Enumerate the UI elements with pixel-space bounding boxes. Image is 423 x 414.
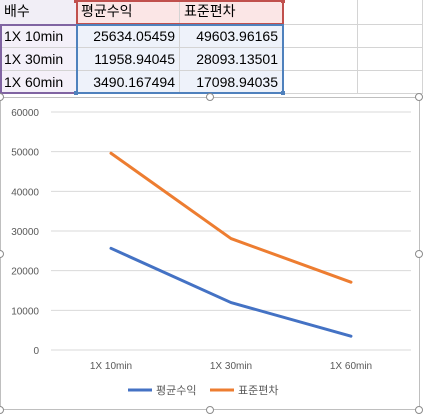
header-cell-std[interactable]: 표준편차 <box>180 0 283 25</box>
x-tick-label: 1X 30min <box>210 361 252 372</box>
resize-handle-bottom-right[interactable] <box>415 406 423 414</box>
row-label-cell[interactable]: 1X 30min <box>0 48 77 71</box>
header-cell-label[interactable]: 배수 <box>0 0 77 25</box>
std-value-cell[interactable]: 28093.13501 <box>180 48 283 71</box>
std-value-cell[interactable]: 17098.94035 <box>180 71 283 94</box>
legend-label: 표준편차 <box>238 384 278 397</box>
x-tick-label: 1X 10min <box>90 361 132 372</box>
empty-cell[interactable] <box>358 48 423 71</box>
empty-cell[interactable] <box>283 71 358 94</box>
spreadsheet-grid: 배수 평균수익 표준편차 1X 10min 25634.05459 49603.… <box>0 0 423 100</box>
y-tick-label: 20000 <box>11 267 39 278</box>
resize-handle-right[interactable] <box>415 250 423 258</box>
resize-handle-bottom-left[interactable] <box>0 406 4 414</box>
empty-cell[interactable] <box>358 25 423 48</box>
series-line <box>109 246 353 338</box>
row-label-cell[interactable]: 1X 60min <box>0 71 77 94</box>
y-tick-label: 40000 <box>11 187 39 198</box>
mean-value-cell[interactable]: 3490.167494 <box>77 71 180 94</box>
header-cell-mean[interactable]: 평균수익 <box>77 0 180 25</box>
line-chart[interactable]: 0 10000 20000 30000 40000 50000 60000 1X 10min 1… <box>0 97 420 410</box>
resize-handle-bottom[interactable] <box>206 406 214 414</box>
y-tick-label: 50000 <box>11 148 39 159</box>
empty-cell[interactable] <box>283 25 358 48</box>
y-tick-label: 30000 <box>11 227 39 238</box>
mean-value-cell[interactable]: 25634.05459 <box>77 25 180 48</box>
empty-cell[interactable] <box>283 0 358 25</box>
legend-label: 평균수익 <box>156 384 196 397</box>
resize-handle-top-right[interactable] <box>415 93 423 101</box>
y-tick-label: 60000 <box>11 108 39 119</box>
chart-plot: 0 10000 20000 30000 40000 50000 60000 1X 10min 1… <box>11 108 411 397</box>
resize-handle-top[interactable] <box>206 93 214 101</box>
range-resize-handle[interactable] <box>281 0 285 3</box>
empty-cell[interactable] <box>358 71 423 94</box>
x-tick-label: 1X 60min <box>330 361 372 372</box>
mean-value-cell[interactable]: 11958.94045 <box>77 48 180 71</box>
row-label-cell[interactable]: 1X 10min <box>0 25 77 48</box>
y-tick-label: 0 <box>33 346 39 357</box>
empty-cell[interactable] <box>358 0 423 25</box>
range-resize-handle[interactable] <box>74 0 78 3</box>
range-resize-handle[interactable] <box>74 91 78 95</box>
empty-cell[interactable] <box>283 48 358 71</box>
series-line <box>109 151 353 284</box>
std-value-cell[interactable]: 49603.96165 <box>180 25 283 48</box>
y-tick-label: 10000 <box>11 306 39 317</box>
range-resize-handle[interactable] <box>281 91 285 95</box>
